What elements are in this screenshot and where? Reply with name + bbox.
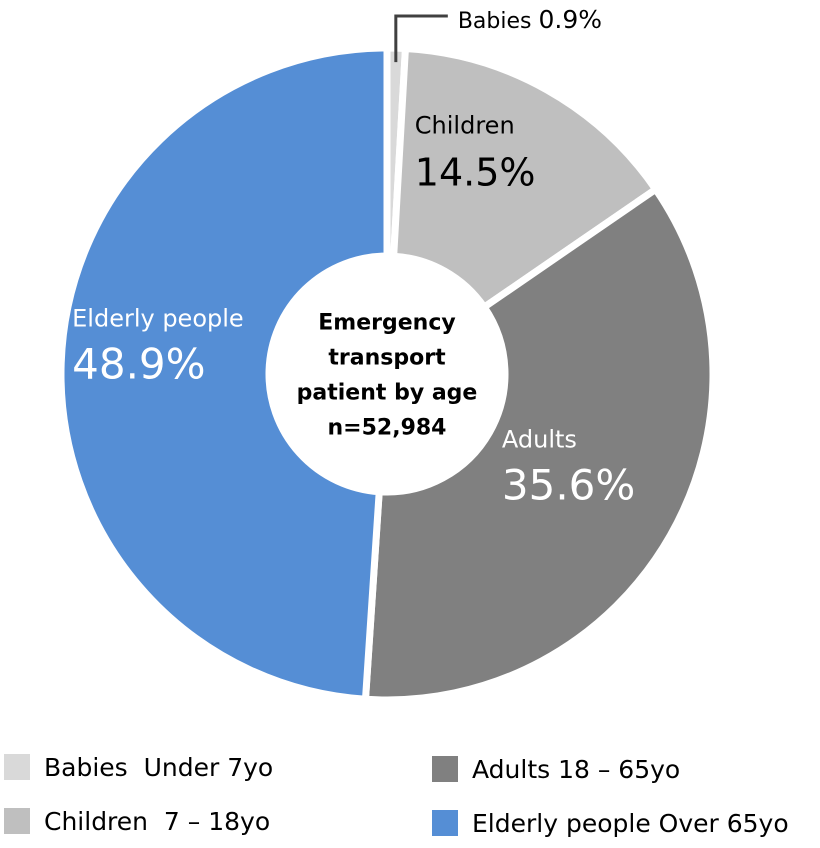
legend-label-elderly: Elderly people Over 65yo <box>472 808 789 838</box>
callout-label-babies: Babies 0.9% <box>458 5 602 34</box>
slice-label-adults: Adults <box>502 426 577 454</box>
slice-adults <box>361 184 717 704</box>
legend-label-children: Children 7 – 18yo <box>44 806 271 836</box>
center-text-line-2: transport <box>328 346 446 371</box>
center-text-line-1: Emergency <box>318 311 455 336</box>
legend-item-elderly: Elderly people Over 65yo <box>432 808 789 838</box>
legend-item-adults: Adults 18 – 65yo <box>432 754 680 784</box>
callout-line-babies <box>394 14 448 63</box>
slice-label-children: Children <box>415 112 515 140</box>
slice-elderly-people <box>57 44 391 704</box>
legend-swatch-elderly <box>432 810 458 836</box>
center-text-line-4: n=52,984 <box>328 416 447 441</box>
center-text-line-3: patient by age <box>297 381 478 406</box>
slice-label-elderly-people: Elderly people <box>72 304 244 332</box>
legend-item-babies: Babies Under 7yo <box>4 752 273 782</box>
slice-value-children: 14.5% <box>415 151 536 195</box>
legend-swatch-adults <box>432 756 458 782</box>
legend-swatch-children <box>4 808 30 834</box>
legend-swatch-babies <box>4 754 30 780</box>
donut-chart: Babies 0.9% Children 14.5% Adults 35.6% Elder… <box>57 5 717 704</box>
legend-item-children: Children 7 – 18yo <box>4 806 270 836</box>
slice-value-adults: 35.6% <box>502 461 635 510</box>
slice-value-elderly-people: 48.9% <box>72 339 205 388</box>
slice-children <box>389 44 661 313</box>
legend-label-babies: Babies Under 7yo <box>44 752 274 782</box>
legend-label-adults: Adults 18 – 65yo <box>472 754 681 784</box>
